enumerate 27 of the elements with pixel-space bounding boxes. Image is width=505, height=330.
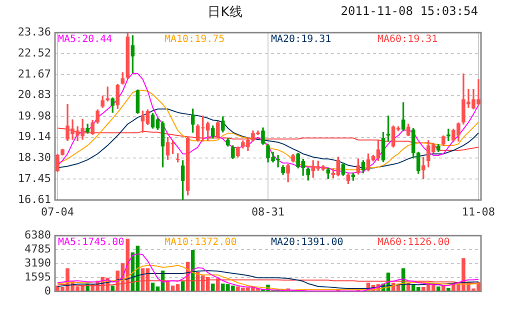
text: MA20:19.31 [271, 34, 332, 46]
x-tick-label: 08-31 [251, 205, 285, 218]
y-tick-label: 20.83 [18, 88, 51, 102]
x-tick-label: 07-04 [40, 205, 74, 218]
x-tick-label: 11-08 [462, 205, 496, 218]
y-tick-label: 22.52 [18, 46, 51, 60]
y-tick-label: 1595 [24, 270, 51, 284]
series-label: MA5:1745.00 [58, 237, 124, 248]
text: MA60:1126.00 [378, 237, 450, 248]
series-label: MA10:1372.00 [164, 237, 237, 248]
y-tick-label: 21.67 [18, 67, 51, 80]
chart-title: 日K线 [206, 4, 244, 21]
y-tick-label: 18.30 [18, 150, 51, 164]
y-tick-label: 17.45 [18, 172, 51, 186]
y-tick-label: 4785 [24, 242, 51, 256]
y-tick-label: 19.14 [18, 130, 52, 144]
y-tick-label: 6380 [24, 228, 51, 242]
y-tick-label: 19.98 [18, 109, 51, 122]
text: MA10:19.75 [164, 34, 225, 46]
y-tick-label: 0 [44, 284, 51, 298]
text: MA5:20.44 [58, 34, 112, 46]
y-tick-label: 16.61 [18, 192, 51, 206]
text: 2011-11-08 15:03:54 [340, 4, 478, 18]
y-tick-label: 23.36 [18, 25, 51, 38]
y-tick-label: 3190 [24, 256, 51, 270]
text: MA20:1391.00 [271, 237, 344, 248]
text: MA60:19.31 [378, 34, 438, 46]
